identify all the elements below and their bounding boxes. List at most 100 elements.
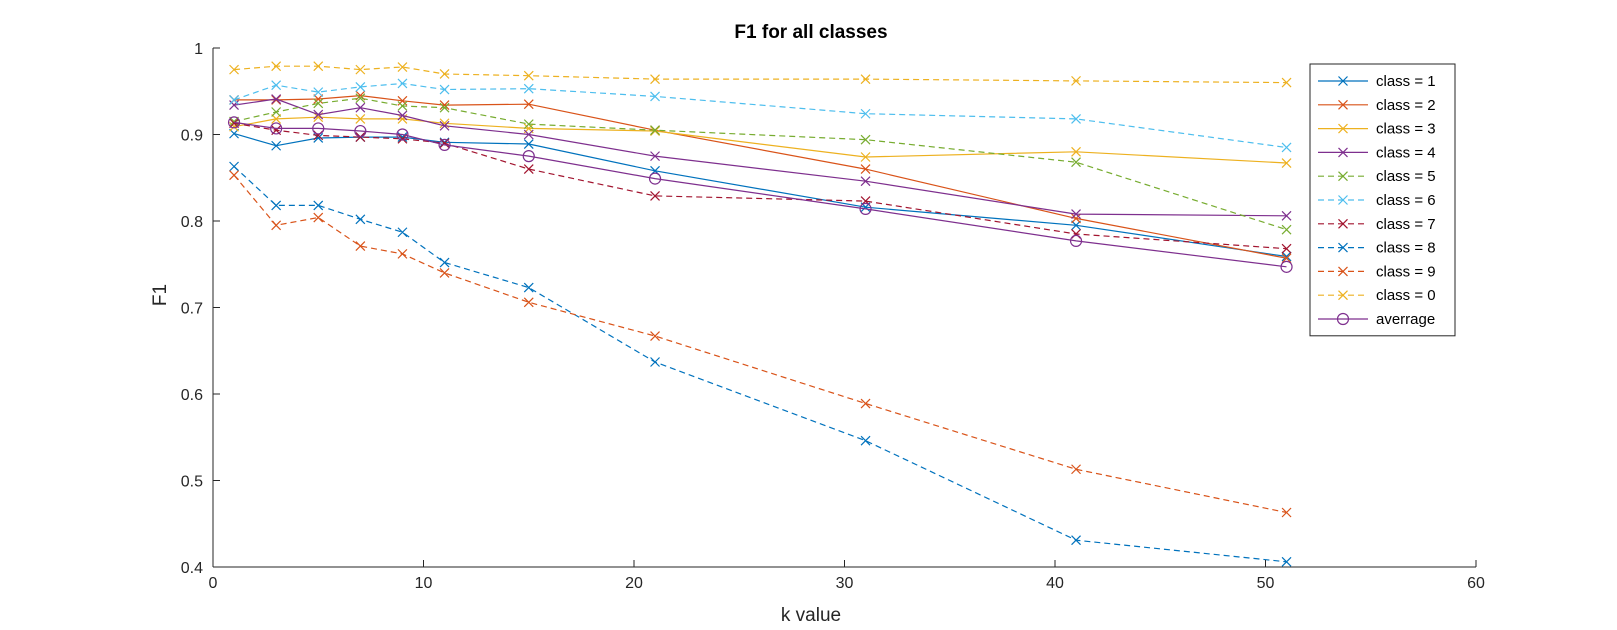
data-point xyxy=(355,214,366,225)
data-point xyxy=(860,152,871,162)
legend-marker xyxy=(1336,312,1350,326)
data-point xyxy=(439,120,450,131)
data-point xyxy=(229,116,239,127)
data-point xyxy=(1281,556,1292,567)
data-point xyxy=(523,129,534,140)
x-tick-label: 50 xyxy=(1257,575,1275,592)
data-point xyxy=(397,110,408,121)
data-point xyxy=(1071,213,1081,224)
data-point xyxy=(650,126,660,136)
data-point xyxy=(397,101,408,111)
y-tick-label: 0.6 xyxy=(181,387,203,404)
y-tick-label: 0.8 xyxy=(181,214,203,231)
series-8 xyxy=(229,161,1292,567)
y-tick-label: 0.4 xyxy=(181,560,203,577)
data-point xyxy=(313,212,324,223)
data-point xyxy=(439,84,450,95)
data-point xyxy=(313,109,324,120)
series-line xyxy=(233,166,1287,563)
data-point xyxy=(650,331,660,341)
data-point xyxy=(271,107,282,117)
data-point xyxy=(439,257,450,268)
legend-entry: class = 6 xyxy=(1318,192,1436,209)
legend-label: class = 3 xyxy=(1376,121,1436,138)
legend-entry: class = 3 xyxy=(1318,121,1436,138)
data-point xyxy=(355,241,366,252)
data-point xyxy=(227,116,241,129)
data-point xyxy=(860,134,871,145)
data-point xyxy=(438,138,451,151)
legend-marker xyxy=(1338,290,1348,301)
data-point xyxy=(355,93,366,104)
legend-label: class = 4 xyxy=(1376,144,1436,161)
legend-marker xyxy=(1338,266,1348,277)
data-point xyxy=(313,61,324,72)
data-point xyxy=(1071,157,1081,168)
series-line xyxy=(234,121,1287,268)
data-point xyxy=(1071,209,1081,220)
data-point xyxy=(523,139,534,149)
plot-background xyxy=(213,48,1476,567)
data-point xyxy=(229,161,239,172)
data-point xyxy=(1071,146,1081,157)
y-tick-label: 0.7 xyxy=(181,301,203,318)
data-point xyxy=(270,122,283,135)
data-point xyxy=(1071,464,1081,475)
data-point xyxy=(397,78,408,89)
data-point xyxy=(523,164,534,175)
data-point xyxy=(439,267,450,278)
legend-entry: class = 7 xyxy=(1318,216,1436,233)
data-point xyxy=(439,69,450,79)
legend-entry: class = 9 xyxy=(1318,263,1436,280)
legend-label: class = 9 xyxy=(1376,263,1436,280)
legend-marker xyxy=(1338,195,1348,205)
legend-marker xyxy=(1338,171,1348,182)
data-point xyxy=(523,83,534,94)
y-tick-label: 0.5 xyxy=(181,474,203,491)
data-point xyxy=(229,170,239,181)
series-layer xyxy=(227,61,1293,567)
data-point xyxy=(860,164,871,175)
x-tick-label: 30 xyxy=(836,575,854,592)
data-point xyxy=(271,220,282,231)
legend-label: class = 1 xyxy=(1376,73,1436,90)
data-point xyxy=(650,151,660,162)
legend-marker xyxy=(1338,147,1348,158)
data-point xyxy=(271,200,282,211)
data-point xyxy=(650,190,660,201)
legend-label: class = 5 xyxy=(1376,168,1436,185)
data-point xyxy=(355,114,366,124)
data-point xyxy=(523,70,534,81)
data-point xyxy=(1069,234,1083,247)
data-point xyxy=(229,128,239,139)
series-9 xyxy=(229,170,1292,518)
data-point xyxy=(523,282,534,293)
data-point xyxy=(523,119,534,130)
data-point xyxy=(1281,142,1292,153)
data-point xyxy=(1281,243,1292,254)
data-point xyxy=(650,125,660,136)
data-point xyxy=(860,108,871,119)
data-point xyxy=(271,140,282,151)
data-point xyxy=(650,74,660,85)
legend-entry: class = 4 xyxy=(1318,144,1436,161)
data-point xyxy=(229,118,239,129)
data-point xyxy=(397,248,408,259)
data-point xyxy=(271,94,282,104)
series-6 xyxy=(229,78,1292,153)
x-tick-label: 0 xyxy=(209,575,218,592)
data-point xyxy=(859,202,872,215)
data-point xyxy=(1281,158,1292,168)
data-point xyxy=(271,80,282,91)
chart-title: F1 for all classes xyxy=(734,22,887,43)
data-point xyxy=(522,150,535,163)
data-point xyxy=(1071,535,1081,546)
legend-entry: class = 2 xyxy=(1318,97,1436,114)
legend-entry: averrage xyxy=(1318,311,1435,328)
y-tick-label: 0.9 xyxy=(181,128,203,145)
x-axis-label: k value xyxy=(781,605,841,626)
data-point xyxy=(355,102,366,113)
plot-area xyxy=(213,48,1476,567)
data-point xyxy=(271,61,282,72)
